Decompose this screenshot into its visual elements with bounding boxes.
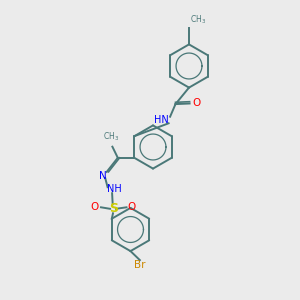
- Text: CH$_3$: CH$_3$: [103, 130, 119, 143]
- Text: N: N: [99, 171, 107, 181]
- Text: S: S: [109, 202, 118, 215]
- Text: O: O: [193, 98, 201, 109]
- Text: CH$_3$: CH$_3$: [190, 13, 207, 26]
- Text: Br: Br: [134, 260, 146, 270]
- Text: NH: NH: [107, 184, 122, 194]
- Text: O: O: [91, 202, 99, 212]
- Text: HN: HN: [154, 115, 169, 125]
- Text: O: O: [128, 202, 136, 212]
